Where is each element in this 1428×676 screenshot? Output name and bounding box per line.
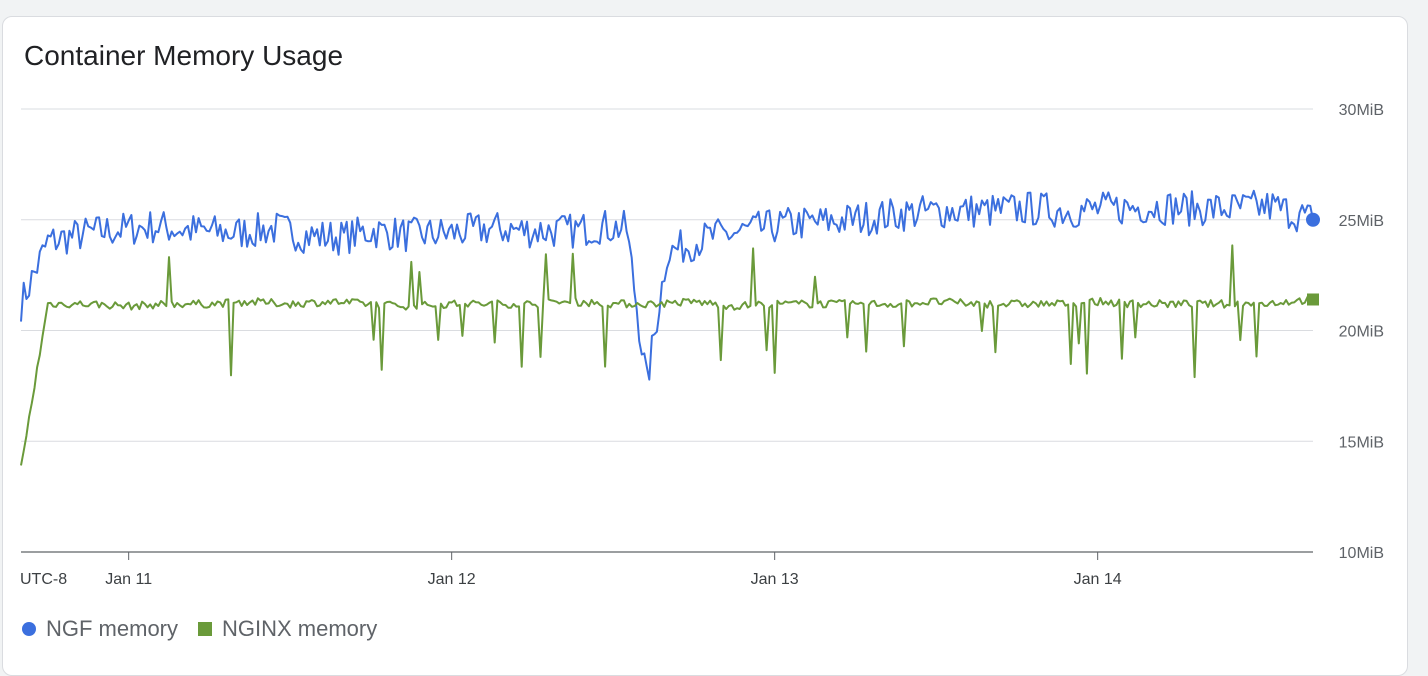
legend-item-nginx[interactable]: NGINX memory — [198, 616, 377, 642]
end-marker-ngf — [1306, 212, 1320, 227]
end-marker-nginx — [1307, 293, 1319, 306]
y-tick-label: 15MiB — [1339, 434, 1384, 451]
legend: NGF memory NGINX memory — [22, 616, 397, 642]
legend-marker-ngf — [22, 622, 36, 636]
x-tick-label: Jan 11 — [105, 571, 152, 588]
legend-label-ngf: NGF memory — [46, 616, 178, 641]
chart-card — [2, 16, 1408, 676]
y-tick-label: 20MiB — [1339, 324, 1384, 341]
legend-label-nginx: NGINX memory — [222, 616, 378, 641]
y-tick-label: 25MiB — [1339, 213, 1384, 230]
x-tick-label: Jan 12 — [428, 571, 476, 588]
legend-marker-nginx — [198, 622, 212, 636]
x-tick-label: Jan 14 — [1074, 571, 1122, 588]
y-tick-label: 10MiB — [1339, 545, 1384, 562]
x-tick-label: Jan 13 — [751, 571, 799, 588]
legend-item-ngf[interactable]: NGF memory — [22, 616, 178, 642]
y-tick-label: 30MiB — [1339, 102, 1384, 119]
series-line-nginx — [20, 244, 1314, 466]
series-line-ngf — [20, 189, 1314, 381]
timezone-label: UTC-8 — [20, 571, 67, 588]
chart-title: Container Memory Usage — [24, 40, 344, 71]
